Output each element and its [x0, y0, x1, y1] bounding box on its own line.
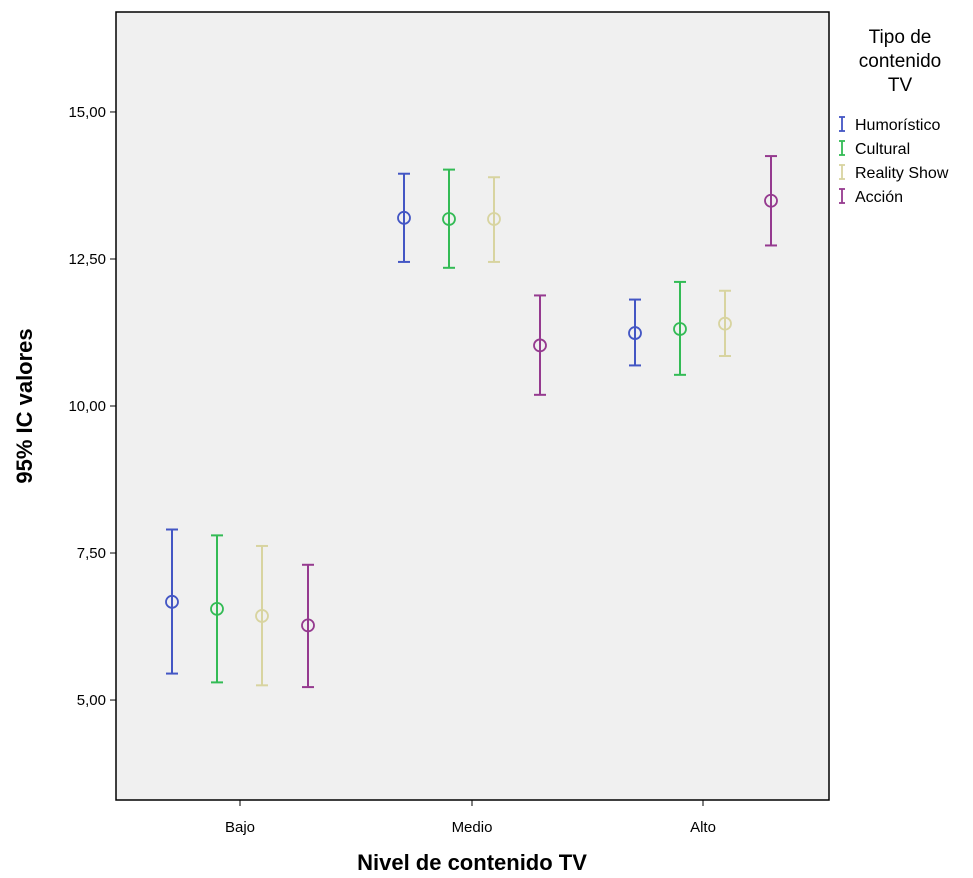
mean-marker: [301, 618, 315, 633]
x-tick-label: Alto: [690, 819, 716, 836]
legend-label: Reality Show: [855, 165, 949, 182]
y-tick-label: 10,00: [68, 398, 106, 415]
x-axis-title: Nivel de contenido TV: [357, 850, 587, 875]
mean-marker: [397, 210, 411, 225]
y-tick-label: 12,50: [68, 251, 106, 268]
series-reality-show: [255, 176, 732, 687]
legend-label: Acción: [855, 189, 903, 206]
legend-items: Humorístico Cultural Reality Show Acción: [839, 116, 949, 206]
y-tick-label: 15,00: [68, 104, 106, 121]
mean-marker: [764, 193, 778, 208]
series-layer: [165, 155, 778, 689]
legend: Tipo de contenido TV Humorístico Cultural…: [839, 27, 949, 206]
mean-marker: [255, 609, 269, 623]
x-tick-label: Medio: [452, 819, 493, 836]
mean-marker: [487, 212, 501, 226]
y-tick-label: 5,00: [77, 692, 106, 709]
legend-label: Humorístico: [855, 117, 940, 134]
mean-marker: [165, 594, 179, 609]
x-axis: Bajo Medio Alto: [225, 800, 716, 836]
mean-marker: [673, 322, 687, 336]
legend-item: Acción: [839, 188, 903, 206]
mean-marker: [628, 326, 642, 340]
plot-area: [115, 11, 830, 801]
mean-marker: [718, 316, 732, 331]
legend-label: Cultural: [855, 141, 910, 158]
mean-marker: [210, 601, 224, 616]
y-tick-label: 7,50: [77, 545, 106, 562]
legend-title-line-2: contenido: [859, 51, 941, 72]
legend-title-line-1: Tipo de: [869, 27, 932, 48]
series-humor-stico: [165, 172, 642, 675]
y-axis-title: 95% IC valores: [12, 328, 37, 483]
legend-item: Reality Show: [839, 164, 949, 182]
mean-marker: [442, 212, 456, 226]
legend-title-line-3: TV: [888, 75, 913, 96]
x-tick-label: Bajo: [225, 819, 255, 836]
legend-item: Cultural: [839, 140, 910, 158]
series-cultural: [210, 168, 687, 684]
legend-item: Humorístico: [839, 116, 940, 134]
series-acci-n: [301, 155, 778, 689]
mean-marker: [533, 338, 547, 353]
y-axis: 5,00 7,50 10,00 12,50 15,00: [68, 104, 116, 709]
